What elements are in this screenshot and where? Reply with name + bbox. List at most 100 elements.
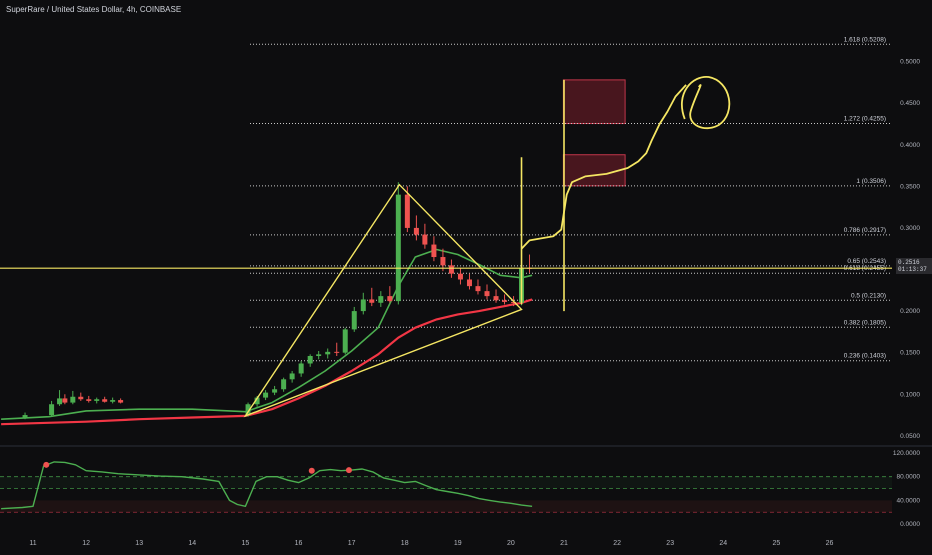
price-axis-label: 0.5000 xyxy=(900,59,920,66)
time-axis-label: 14 xyxy=(188,540,196,547)
candle-body xyxy=(422,234,428,245)
fib-label: 1.272 (0.4255) xyxy=(844,116,886,123)
last-price-tag: 0.2516 01:13:37 xyxy=(896,258,932,274)
fib-label: 1 (0.3506) xyxy=(856,178,886,185)
candle-body xyxy=(404,194,410,228)
candle-body xyxy=(493,296,499,301)
candle-body xyxy=(378,296,384,303)
fib-label: 0.236 (0.1403) xyxy=(844,353,886,360)
time-axis-label: 12 xyxy=(82,540,90,547)
price-axis-label: 0.0500 xyxy=(900,433,920,440)
projected-path xyxy=(520,84,687,250)
ema-fast-line xyxy=(1,248,533,420)
candle-countdown: 01:13:37 xyxy=(898,266,927,273)
price-axis-label: 0.4500 xyxy=(900,100,920,107)
rsi-lower-fill xyxy=(0,500,892,513)
rsi-line xyxy=(1,461,533,510)
rsi-axis-label: 0.0000 xyxy=(900,521,920,528)
candle-body xyxy=(298,363,304,374)
last-price-value: 0.2516 xyxy=(898,259,920,266)
time-axis-label: 22 xyxy=(613,540,621,547)
time-axis-label: 24 xyxy=(719,540,727,547)
candle-body xyxy=(360,299,366,312)
time-axis-label: 23 xyxy=(666,540,674,547)
candle-body xyxy=(110,400,116,402)
rsi-axis-label: 40.0000 xyxy=(897,497,921,504)
time-axis-label: 19 xyxy=(454,540,462,547)
candle-body xyxy=(342,329,348,353)
time-axis-label: 26 xyxy=(826,540,834,547)
rsi-axis-label: 80.0000 xyxy=(897,474,921,481)
candle-body xyxy=(281,379,287,390)
time-axis-label: 21 xyxy=(560,540,568,547)
candle-body xyxy=(440,257,446,266)
moving-averages xyxy=(1,248,533,426)
rsi-signal-dot xyxy=(43,461,50,468)
candle-body xyxy=(387,296,393,302)
candle-body xyxy=(49,404,55,416)
target-zone-1 xyxy=(562,79,626,125)
candle-body xyxy=(70,396,76,403)
fib-label: 0.786 (0.2917) xyxy=(844,227,886,234)
candle-body xyxy=(245,404,251,416)
fibonacci-levels: 1.618 (0.5208) 1.272 (0.4255) 1 (0.3506) 0.… xyxy=(250,36,892,362)
rsi-panel: 120.0000 80.0000 40.0000 0.0000 xyxy=(0,450,920,528)
candle-body xyxy=(86,399,92,401)
candle-body xyxy=(413,227,419,235)
candle-body xyxy=(272,389,278,393)
fib-label: 0.5 (0.2130) xyxy=(851,292,886,299)
candle-body xyxy=(94,399,100,401)
triangle-pattern xyxy=(243,183,523,418)
rsi-upper-fill xyxy=(0,476,892,489)
candle-body xyxy=(475,286,481,292)
candle-body xyxy=(62,398,68,403)
chart-title: SuperRare / United States Dollar, 4h, CO… xyxy=(6,5,182,14)
candle-body xyxy=(102,399,108,402)
candle-body xyxy=(316,354,322,356)
price-axis-label: 0.4000 xyxy=(900,142,920,149)
fib-label: 0.382 (0.1805) xyxy=(844,319,886,326)
candle-body xyxy=(448,265,454,274)
fib-label: 1.618 (0.5208) xyxy=(844,36,886,43)
candle-body xyxy=(466,279,472,287)
time-axis-label: 16 xyxy=(295,540,303,547)
candle-body xyxy=(289,373,295,380)
time-axis-label: 13 xyxy=(135,540,143,547)
candle-body xyxy=(511,301,517,303)
time-axis-label: 20 xyxy=(507,540,515,547)
candle-body xyxy=(263,392,269,398)
price-axis-label: 0.1500 xyxy=(900,350,920,357)
candle-body xyxy=(369,299,375,303)
target-zones xyxy=(562,79,626,187)
rsi-signal-dot xyxy=(308,467,315,474)
time-axis-label: 15 xyxy=(242,540,250,547)
candle-body xyxy=(307,356,313,364)
price-axis-label: 0.3500 xyxy=(900,183,920,190)
candle-body xyxy=(118,400,124,403)
fib-label: 0.65 (0.2543) xyxy=(847,258,886,265)
candle-body xyxy=(502,300,508,302)
target-circle-marker xyxy=(681,76,731,130)
candle-body xyxy=(431,244,437,258)
price-axis-label: 0.2000 xyxy=(900,308,920,315)
candle-body xyxy=(57,398,63,405)
candle-body xyxy=(254,397,260,405)
time-axis-label: 17 xyxy=(348,540,356,547)
candle-body xyxy=(395,194,401,302)
time-axis-label: 25 xyxy=(773,540,781,547)
candle-body xyxy=(325,351,331,355)
candle-body xyxy=(334,351,340,353)
candle-body xyxy=(457,273,463,280)
price-axis-label: 0.1000 xyxy=(900,391,920,398)
candle-body xyxy=(484,291,490,297)
price-axis-label: 0.3000 xyxy=(900,225,920,232)
time-axis-label: 18 xyxy=(401,540,409,547)
drawing-annotations xyxy=(0,76,892,418)
time-axis-label: 11 xyxy=(29,540,36,547)
rsi-signal-dot xyxy=(345,467,352,474)
axes: 0.05000.10000.15000.20000.25000.30000.35… xyxy=(29,59,920,547)
rsi-axis-label: 120.0000 xyxy=(893,450,920,457)
ema-slow-line xyxy=(1,298,533,426)
